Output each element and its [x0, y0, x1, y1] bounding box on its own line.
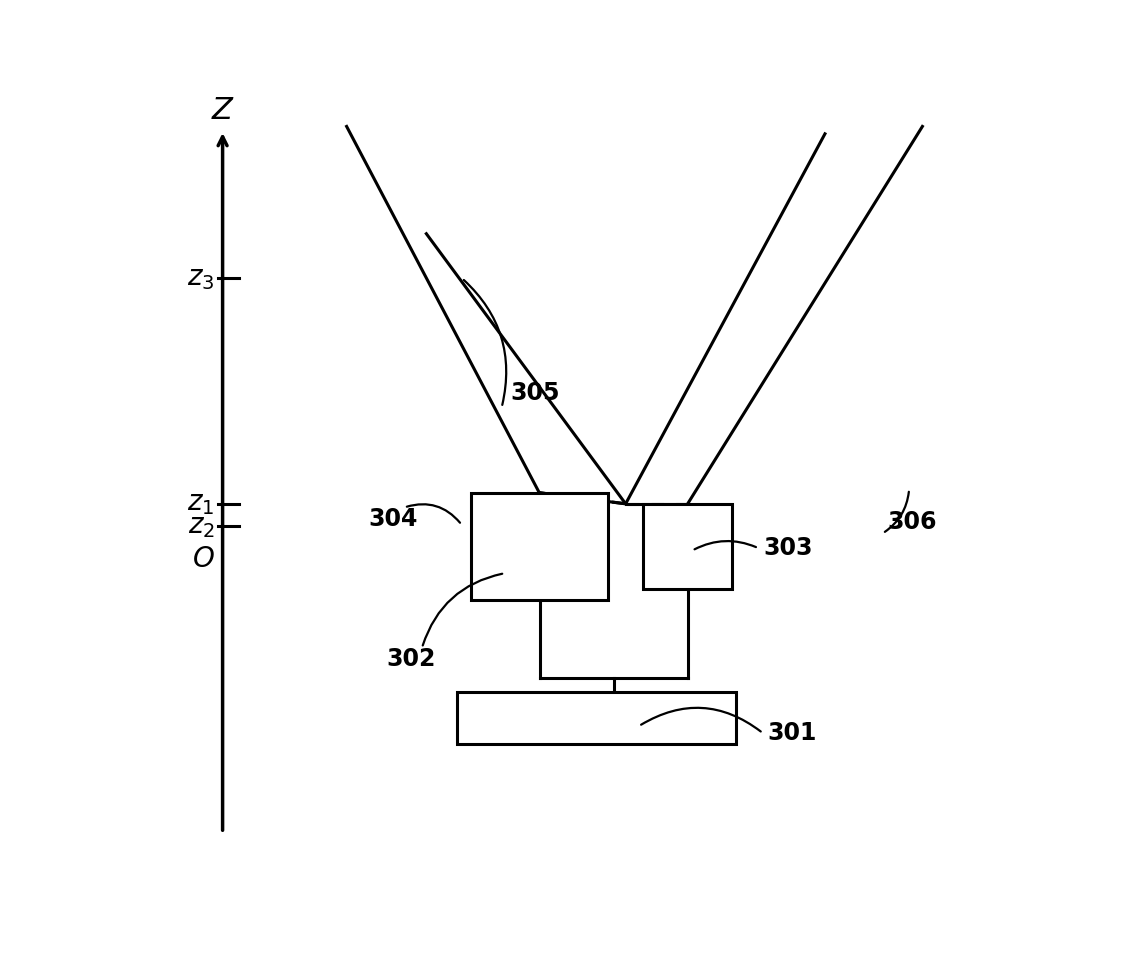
- Text: 305: 305: [511, 381, 560, 405]
- Text: 306: 306: [887, 510, 936, 534]
- Text: 304: 304: [369, 506, 418, 530]
- Text: $z_3$: $z_3$: [187, 264, 215, 291]
- Text: $z_2$: $z_2$: [187, 512, 215, 539]
- Text: $Z$: $Z$: [210, 95, 234, 127]
- Text: 302: 302: [386, 647, 435, 671]
- Text: 301: 301: [767, 721, 817, 745]
- Text: $O$: $O$: [192, 546, 215, 573]
- Text: $z_1$: $z_1$: [187, 490, 215, 517]
- Bar: [457, 693, 736, 744]
- Bar: [471, 493, 608, 600]
- Text: 303: 303: [764, 536, 813, 560]
- Bar: [644, 504, 732, 589]
